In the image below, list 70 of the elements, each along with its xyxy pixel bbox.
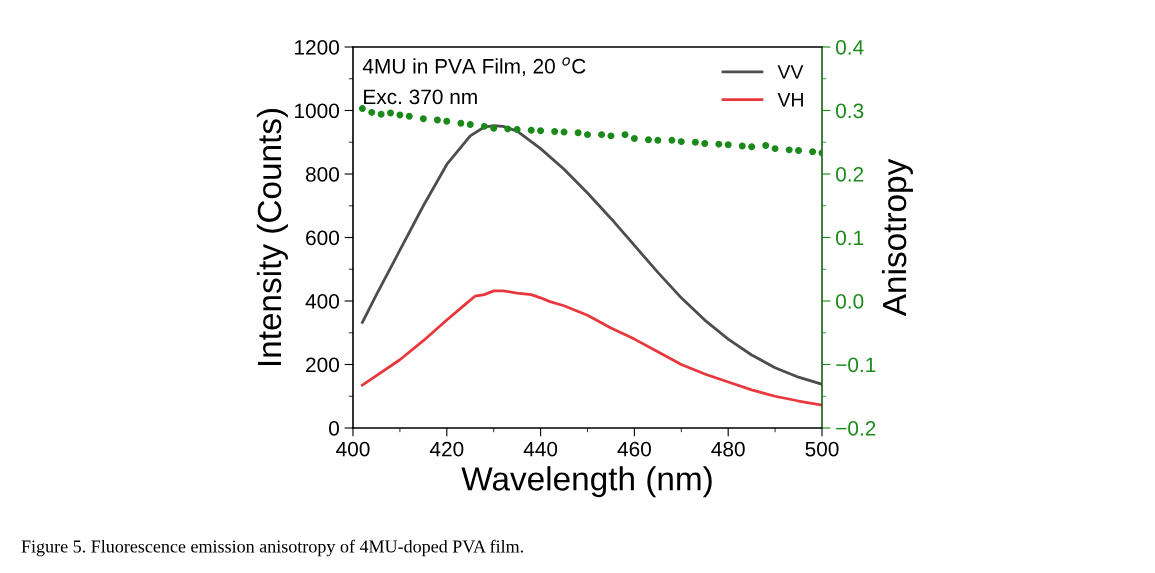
point	[621, 131, 629, 139]
point	[701, 140, 709, 147]
legend-label: VH	[777, 93, 803, 107]
point	[598, 131, 606, 139]
point	[433, 116, 441, 124]
point	[405, 112, 413, 120]
y-tick-label: 800	[305, 167, 339, 182]
point	[715, 140, 723, 148]
point	[480, 122, 488, 130]
line-series	[360, 124, 822, 386]
point	[419, 115, 427, 123]
y2-axis-title: Anisotropy	[881, 158, 913, 317]
x-axis-title: Wavelength (nm)	[461, 466, 712, 498]
point	[574, 129, 582, 137]
point	[457, 119, 465, 127]
point	[358, 105, 366, 113]
annotation: 4MU in PVA Film, 20 $^{o}$C	[362, 57, 586, 77]
point	[630, 134, 638, 142]
point	[513, 126, 521, 134]
y-tick-label: 1200	[295, 40, 339, 55]
point	[809, 148, 817, 156]
x-tick-label: 500	[805, 441, 839, 457]
y2-tick-label: 0.1	[836, 230, 864, 246]
point	[527, 126, 535, 134]
y2-tick-label: 0.2	[836, 167, 864, 182]
y2-tick-label: 0.0	[836, 294, 864, 309]
point	[466, 120, 474, 128]
point	[762, 141, 770, 149]
point	[738, 142, 746, 150]
point	[654, 136, 662, 144]
point	[537, 127, 545, 135]
y2-tick-label: −0.1	[836, 357, 876, 373]
legend-label: VV	[777, 65, 804, 79]
point	[771, 145, 779, 153]
line-series	[360, 289, 822, 407]
point	[795, 147, 803, 154]
point	[677, 138, 685, 146]
point	[607, 132, 615, 140]
y2-tick-label: 0.4	[836, 40, 864, 55]
y-tick-label: 0	[329, 421, 339, 436]
caption: Figure 5. Fluorescence emission anisotropy of 4MU-doped PVA film.	[21, 539, 523, 557]
x-tick-label: 460	[617, 441, 651, 457]
x-tick-label: 440	[523, 441, 558, 457]
x-tick-label: 420	[429, 441, 464, 457]
point	[368, 108, 376, 116]
y2-tick-label: 0.3	[836, 103, 864, 119]
point	[668, 136, 676, 144]
point	[748, 143, 756, 151]
point	[584, 131, 591, 139]
x-tick-label: 400	[336, 441, 370, 457]
y-tick-label: 400	[305, 294, 339, 309]
x-tick-label: 480	[711, 441, 745, 457]
y-tick-label: 600	[306, 230, 339, 246]
y-tick-label: 1000	[295, 103, 339, 119]
point	[443, 117, 451, 125]
point	[396, 111, 404, 119]
point	[691, 138, 699, 146]
point	[644, 136, 652, 144]
y-axis-title: Intensity (Counts)	[256, 108, 288, 366]
point	[785, 146, 793, 154]
point	[387, 109, 394, 117]
point	[504, 125, 512, 133]
point	[377, 110, 385, 118]
y-tick-label: 200	[306, 357, 339, 373]
y2-tick-label: −0.2	[836, 421, 876, 436]
point	[490, 124, 498, 132]
annotation: Exc. 370 nm	[364, 89, 477, 105]
point	[724, 141, 732, 149]
point	[551, 127, 559, 135]
point	[560, 128, 568, 136]
